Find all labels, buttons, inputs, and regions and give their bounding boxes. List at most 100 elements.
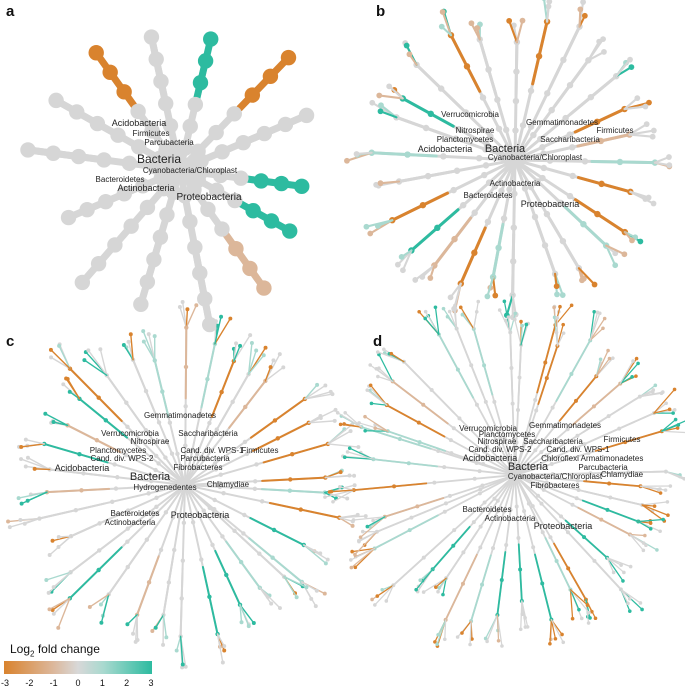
tree-leaf-node	[525, 625, 530, 629]
tree-node	[217, 480, 223, 486]
tree-node	[607, 481, 612, 486]
tree-node	[478, 545, 483, 550]
tree-leaf-node	[363, 514, 368, 519]
legend-tick-label: -3	[0, 678, 10, 688]
tree-leaf-node	[601, 49, 607, 55]
tree-leaf-node	[643, 121, 650, 128]
tree-leaf-node	[281, 365, 286, 370]
tree-leaf-node	[438, 23, 445, 30]
tree-node	[103, 418, 109, 423]
tree-leaf-node	[373, 426, 378, 430]
taxon-label: Planctomycetes	[90, 446, 146, 455]
tree-leaf-branch	[370, 384, 388, 406]
tree-leaf-node	[590, 609, 594, 614]
tree-node	[481, 462, 486, 467]
tree-node	[124, 452, 129, 458]
tree-node	[177, 140, 193, 156]
tree-branch-segment	[48, 468, 112, 478]
tree-node	[482, 363, 487, 368]
tree-leaf-node	[133, 639, 138, 644]
tree-node	[463, 63, 471, 70]
tree-leaf-node	[25, 455, 30, 460]
tree-leaf-branch	[620, 588, 629, 604]
tree-node	[599, 517, 604, 522]
tree-node	[263, 213, 280, 229]
tree-node	[580, 220, 587, 228]
tree-node	[482, 449, 487, 454]
tree-node	[617, 426, 622, 431]
tree-node	[232, 528, 237, 534]
tree-leaf-node	[403, 42, 410, 49]
tree-node	[192, 265, 208, 281]
tree-node	[548, 106, 555, 114]
tree-leaf-branch	[376, 584, 394, 597]
tree-node	[130, 103, 146, 120]
tree-leaf-branch	[569, 588, 589, 606]
tree-node	[143, 427, 149, 433]
tree-leaf-branch	[639, 392, 663, 398]
tree-node	[409, 515, 414, 520]
tree-node	[148, 478, 154, 484]
tree-node	[406, 461, 411, 466]
tree-node	[243, 404, 248, 410]
tree-node	[483, 399, 488, 404]
tree-node	[60, 209, 77, 226]
tree-node	[259, 499, 265, 504]
tree-node	[183, 404, 188, 409]
tree-node	[495, 125, 503, 132]
tree-leaf-node	[644, 543, 648, 548]
tree-node	[130, 139, 147, 155]
tree-leaf-node	[304, 585, 309, 590]
tree-node	[79, 201, 95, 218]
tree-leaf-node	[518, 627, 523, 632]
tree-node	[90, 255, 107, 272]
tree-leaf-branch	[454, 304, 458, 330]
tree-leaf-node	[648, 527, 653, 531]
tree-branch-segment	[136, 555, 160, 616]
tree-node	[192, 75, 209, 91]
tree-leaf-node	[350, 549, 354, 554]
tree-node	[146, 491, 151, 496]
tree-node	[522, 509, 527, 514]
tree-node	[485, 66, 492, 73]
tree-leaf-branch	[233, 334, 251, 362]
taxon-label: Gemmatimonadetes	[144, 411, 216, 420]
tree-branch-segment	[584, 490, 644, 506]
tree-node	[533, 448, 538, 453]
tree-node	[443, 501, 448, 506]
taxon-label: Saccharibacteria	[178, 429, 238, 438]
tree-node	[565, 530, 570, 535]
tree-leaf-node	[32, 466, 37, 471]
tree-leaf-node	[675, 426, 680, 430]
tree-node	[451, 235, 458, 243]
tree-node	[154, 504, 159, 510]
tree-node	[415, 504, 420, 509]
tree-leaf-node	[541, 0, 547, 2]
tree-node	[97, 194, 114, 210]
tree-leaf-node	[146, 332, 151, 337]
tree-node	[96, 567, 101, 573]
tree-leaf-node	[6, 519, 11, 524]
tree-leaf-branch	[379, 180, 401, 185]
tree-leaf-branch	[619, 360, 634, 385]
tree-node	[498, 436, 503, 441]
tree-node	[154, 453, 159, 459]
tree-leaf-node	[327, 490, 332, 494]
tree-leaf-node	[581, 12, 588, 19]
tree-node	[245, 203, 261, 219]
tree-leaf-branch	[283, 575, 308, 588]
tree-leaf-node	[246, 624, 251, 629]
tree-node	[544, 475, 549, 480]
tree-node	[588, 471, 593, 476]
taxon-label: Firmicutes	[604, 435, 641, 444]
tree-leaf-node	[98, 602, 103, 607]
tree-node	[156, 461, 161, 466]
tree-node	[252, 479, 258, 484]
taxon-label: Cyanobacteria/Chloroplast	[143, 166, 238, 175]
tree-node	[74, 274, 91, 291]
tree-node	[241, 531, 246, 536]
tree-leaf-node	[239, 620, 244, 625]
taxon-label: Chloroflexi	[541, 454, 579, 463]
taxon-label: Proteobacteria	[171, 510, 230, 520]
tree-node	[469, 363, 474, 368]
